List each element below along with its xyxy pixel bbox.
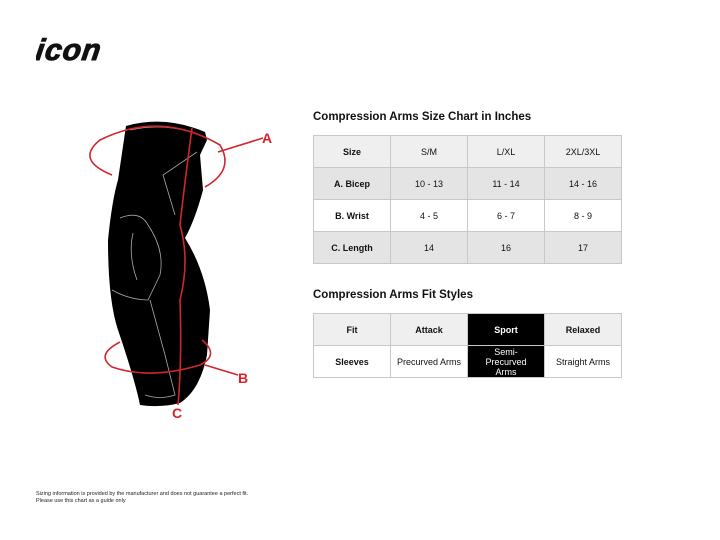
header-cell: Relaxed bbox=[544, 313, 622, 346]
disclaimer-line: Please use this chart as a guide only bbox=[36, 498, 126, 504]
table-row: Fit Attack Sport Relaxed bbox=[313, 313, 622, 346]
cell: 4 - 5 bbox=[390, 199, 468, 232]
header-cell: S/M bbox=[390, 135, 468, 168]
size-chart-title: Compression Arms Size Chart in Inches bbox=[313, 111, 532, 123]
cell-highlighted: Semi-Precurved Arms bbox=[467, 345, 545, 378]
table-row: C. Length 14 16 17 bbox=[313, 231, 622, 264]
table-row: Size S/M L/XL 2XL/3XL bbox=[313, 135, 622, 168]
cell: Precurved Arms bbox=[390, 345, 468, 378]
bicep-arrow bbox=[89, 125, 226, 188]
row-label: Sleeves bbox=[313, 345, 391, 378]
cell: 17 bbox=[544, 231, 622, 264]
length-line bbox=[177, 127, 193, 406]
header-cell-highlighted: Sport bbox=[467, 313, 545, 346]
fit-styles-title: Compression Arms Fit Styles bbox=[313, 289, 473, 301]
arm-sleeve-shape bbox=[108, 121, 210, 407]
svg-text:icon: icon bbox=[36, 36, 104, 66]
disclaimer-line: Sizing information is provided by the ma… bbox=[36, 491, 249, 497]
size-chart-table: Size S/M L/XL 2XL/3XL A. Bicep 10 - 13 1… bbox=[313, 135, 622, 264]
fit-styles-table: Fit Attack Sport Relaxed Sleeves Precurv… bbox=[313, 313, 622, 378]
disclaimer: Sizing information is provided by the ma… bbox=[36, 491, 248, 505]
label-c: C bbox=[172, 405, 182, 421]
cell: Straight Arms bbox=[544, 345, 622, 378]
header-cell: Size bbox=[313, 135, 391, 168]
table-row: A. Bicep 10 - 13 11 - 14 14 - 16 bbox=[313, 167, 622, 200]
header-cell: L/XL bbox=[467, 135, 545, 168]
table-row: Sleeves Precurved Arms Semi-Precurved Ar… bbox=[313, 345, 622, 378]
header-cell: 2XL/3XL bbox=[544, 135, 622, 168]
cell: 6 - 7 bbox=[467, 199, 545, 232]
arm-sleeve-diagram: A B C bbox=[89, 121, 272, 421]
label-a: A bbox=[262, 130, 272, 146]
wrist-arrow bbox=[104, 339, 212, 374]
cell: 11 - 14 bbox=[467, 167, 545, 200]
header-cell: Attack bbox=[390, 313, 468, 346]
row-label: A. Bicep bbox=[313, 167, 391, 200]
label-b: B bbox=[238, 370, 248, 386]
cell: 14 - 16 bbox=[544, 167, 622, 200]
icon-logo: icon bbox=[36, 36, 104, 66]
table-row: B. Wrist 4 - 5 6 - 7 8 - 9 bbox=[313, 199, 622, 232]
cell: 10 - 13 bbox=[390, 167, 468, 200]
cell: 14 bbox=[390, 231, 468, 264]
row-label: B. Wrist bbox=[313, 199, 391, 232]
cell: 16 bbox=[467, 231, 545, 264]
header-cell: Fit bbox=[313, 313, 391, 346]
cell: 8 - 9 bbox=[544, 199, 622, 232]
row-label: C. Length bbox=[313, 231, 391, 264]
